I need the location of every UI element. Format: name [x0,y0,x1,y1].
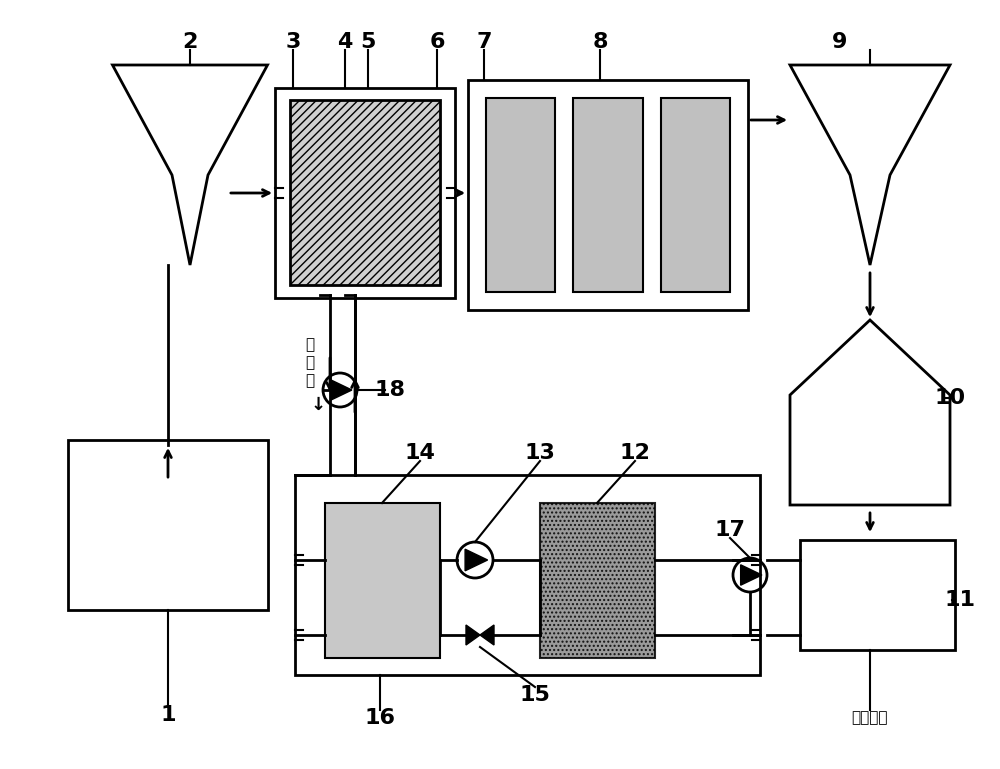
Text: 16: 16 [364,708,396,728]
Text: 水: 水 [305,374,315,388]
Text: 6: 6 [429,32,445,52]
Bar [290,100,440,285]
Text: 14: 14 [405,443,435,463]
Text: 17: 17 [714,520,746,540]
Polygon shape [741,564,762,585]
Bar [275,88,455,298]
Text: 环: 环 [305,355,315,371]
Text: 2: 2 [182,32,198,52]
Text: ↓: ↓ [310,396,326,414]
Polygon shape [466,625,480,645]
Bar [68,440,268,610]
Bar [661,98,730,292]
Bar [486,98,555,292]
Polygon shape [331,380,352,400]
Text: 11: 11 [944,590,976,610]
Text: 市政排水: 市政排水 [852,711,888,725]
Bar [295,475,760,675]
Text: 10: 10 [934,388,966,408]
Bar [573,98,643,292]
Text: 15: 15 [520,685,550,705]
Text: 7: 7 [476,32,492,52]
Polygon shape [465,549,488,571]
Text: 5: 5 [360,32,376,52]
Bar [800,540,955,650]
Text: 9: 9 [832,32,848,52]
Polygon shape [480,625,494,645]
Bar [540,503,655,658]
Text: 3: 3 [285,32,301,52]
Bar [325,503,440,658]
Text: 4: 4 [337,32,353,52]
Text: 13: 13 [525,443,555,463]
Text: 1: 1 [160,705,176,725]
Text: 8: 8 [592,32,608,52]
Text: 18: 18 [374,380,406,400]
Text: 循: 循 [305,338,315,352]
Text: 12: 12 [620,443,650,463]
Bar [468,80,748,310]
